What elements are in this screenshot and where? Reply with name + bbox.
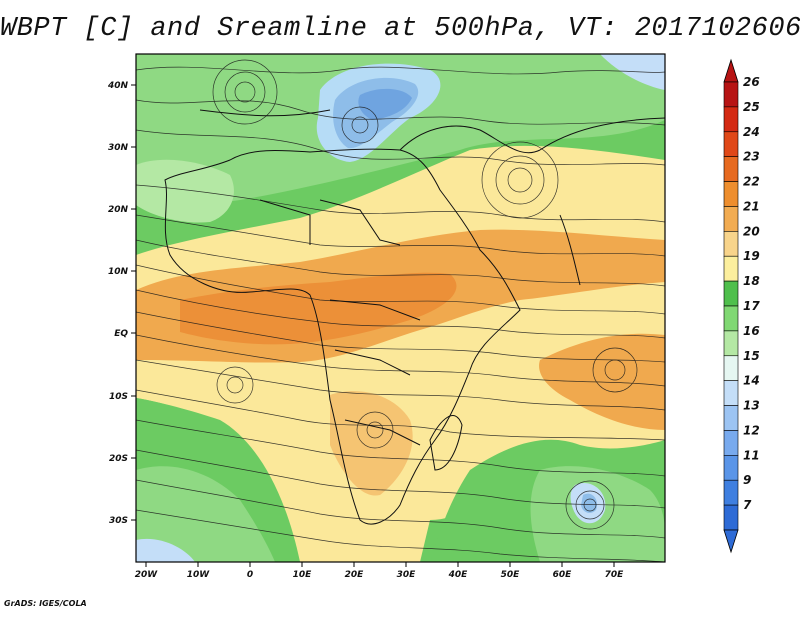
axis-ticks bbox=[131, 84, 615, 567]
colorbar-label: 7 bbox=[743, 498, 752, 512]
colorbar-segment bbox=[723, 355, 739, 381]
colorbar-label: 18 bbox=[743, 274, 760, 288]
lon-label: 20E bbox=[345, 570, 365, 580]
colorbar-label: 24 bbox=[743, 125, 760, 139]
colorbar-top-arrow bbox=[723, 58, 739, 83]
colorbar-segment bbox=[723, 106, 739, 133]
colorbar-segment bbox=[723, 81, 739, 108]
colorbar-bottom-arrow bbox=[723, 529, 739, 554]
latitude-labels: 40N 30N 20N 10N EQ 10S 20S 30S bbox=[107, 81, 129, 526]
colorbar-segment bbox=[723, 181, 739, 207]
lon-label: 30E bbox=[397, 570, 417, 580]
colorbar-segment bbox=[723, 156, 739, 182]
colorbar-label: 21 bbox=[743, 199, 760, 213]
colorbar-label: 25 bbox=[743, 100, 760, 114]
lon-label: 70E bbox=[605, 570, 625, 580]
lon-label: 10W bbox=[187, 570, 211, 580]
lat-label: 40N bbox=[107, 81, 129, 91]
lon-label: 40E bbox=[448, 570, 469, 580]
colorbar-label: 19 bbox=[743, 249, 760, 263]
lat-label: 10N bbox=[108, 267, 129, 277]
colorbar-label: 22 bbox=[743, 175, 760, 189]
colorbar-segment bbox=[723, 206, 739, 232]
colorbar-label: 16 bbox=[743, 324, 760, 338]
colorbar-label: 15 bbox=[743, 349, 760, 363]
map-title: WBPT [C] and Sreamline at 500hPa, VT: 20… bbox=[0, 14, 800, 44]
coastlines bbox=[164, 109, 665, 525]
colorbar-segment bbox=[723, 405, 739, 431]
colorbar-label: 9 bbox=[743, 473, 751, 487]
colorbar-label: 23 bbox=[743, 150, 760, 164]
map-frame bbox=[135, 53, 666, 563]
colorbar-label: 17 bbox=[743, 299, 760, 313]
colorbar-segment bbox=[723, 255, 739, 282]
colorbar-segment bbox=[723, 280, 739, 307]
lon-label: 60E bbox=[553, 570, 573, 580]
colorbar-label: 11 bbox=[743, 448, 760, 462]
colorbar-segment bbox=[723, 305, 739, 332]
streamlines bbox=[136, 59, 665, 562]
colorbar-segment bbox=[723, 430, 739, 456]
colorbar-label: 13 bbox=[743, 399, 760, 413]
colorbar-segment bbox=[723, 131, 739, 157]
grads-credit: GrADS: IGES/COLA bbox=[4, 599, 87, 608]
colorbar-segment bbox=[723, 504, 739, 531]
colorbar-label: 14 bbox=[743, 374, 760, 388]
colorbar-label: 26 bbox=[743, 75, 760, 89]
colorbar-segment bbox=[723, 231, 739, 257]
lon-label: 50E bbox=[501, 570, 521, 580]
lon-label: 0 bbox=[247, 570, 253, 580]
lat-label: 10S bbox=[109, 392, 128, 402]
lat-label: 20N bbox=[108, 205, 129, 215]
colorbar-segment bbox=[723, 330, 739, 357]
lat-label: 30N bbox=[108, 143, 129, 153]
lat-label: 30S bbox=[109, 516, 128, 526]
wbpt-shading bbox=[136, 54, 665, 562]
colorbar-label: 12 bbox=[743, 423, 760, 437]
lon-label: 20W bbox=[135, 570, 159, 580]
colorbar: 26 25 24 23 22 21 20 19 18 17 16 15 14 13 12 11 9 7 bbox=[723, 58, 760, 554]
longitude-labels: 20W 10W 0 10E 20E 30E 40E 50E 60E 70E bbox=[135, 570, 624, 580]
lon-label: 10E bbox=[293, 570, 313, 580]
lat-label: EQ bbox=[114, 329, 128, 339]
lat-label: 20S bbox=[109, 454, 128, 464]
colorbar-label: 20 bbox=[743, 224, 760, 238]
colorbar-segment bbox=[723, 455, 739, 481]
colorbar-segment bbox=[723, 380, 739, 406]
colorbar-segment bbox=[723, 479, 739, 506]
